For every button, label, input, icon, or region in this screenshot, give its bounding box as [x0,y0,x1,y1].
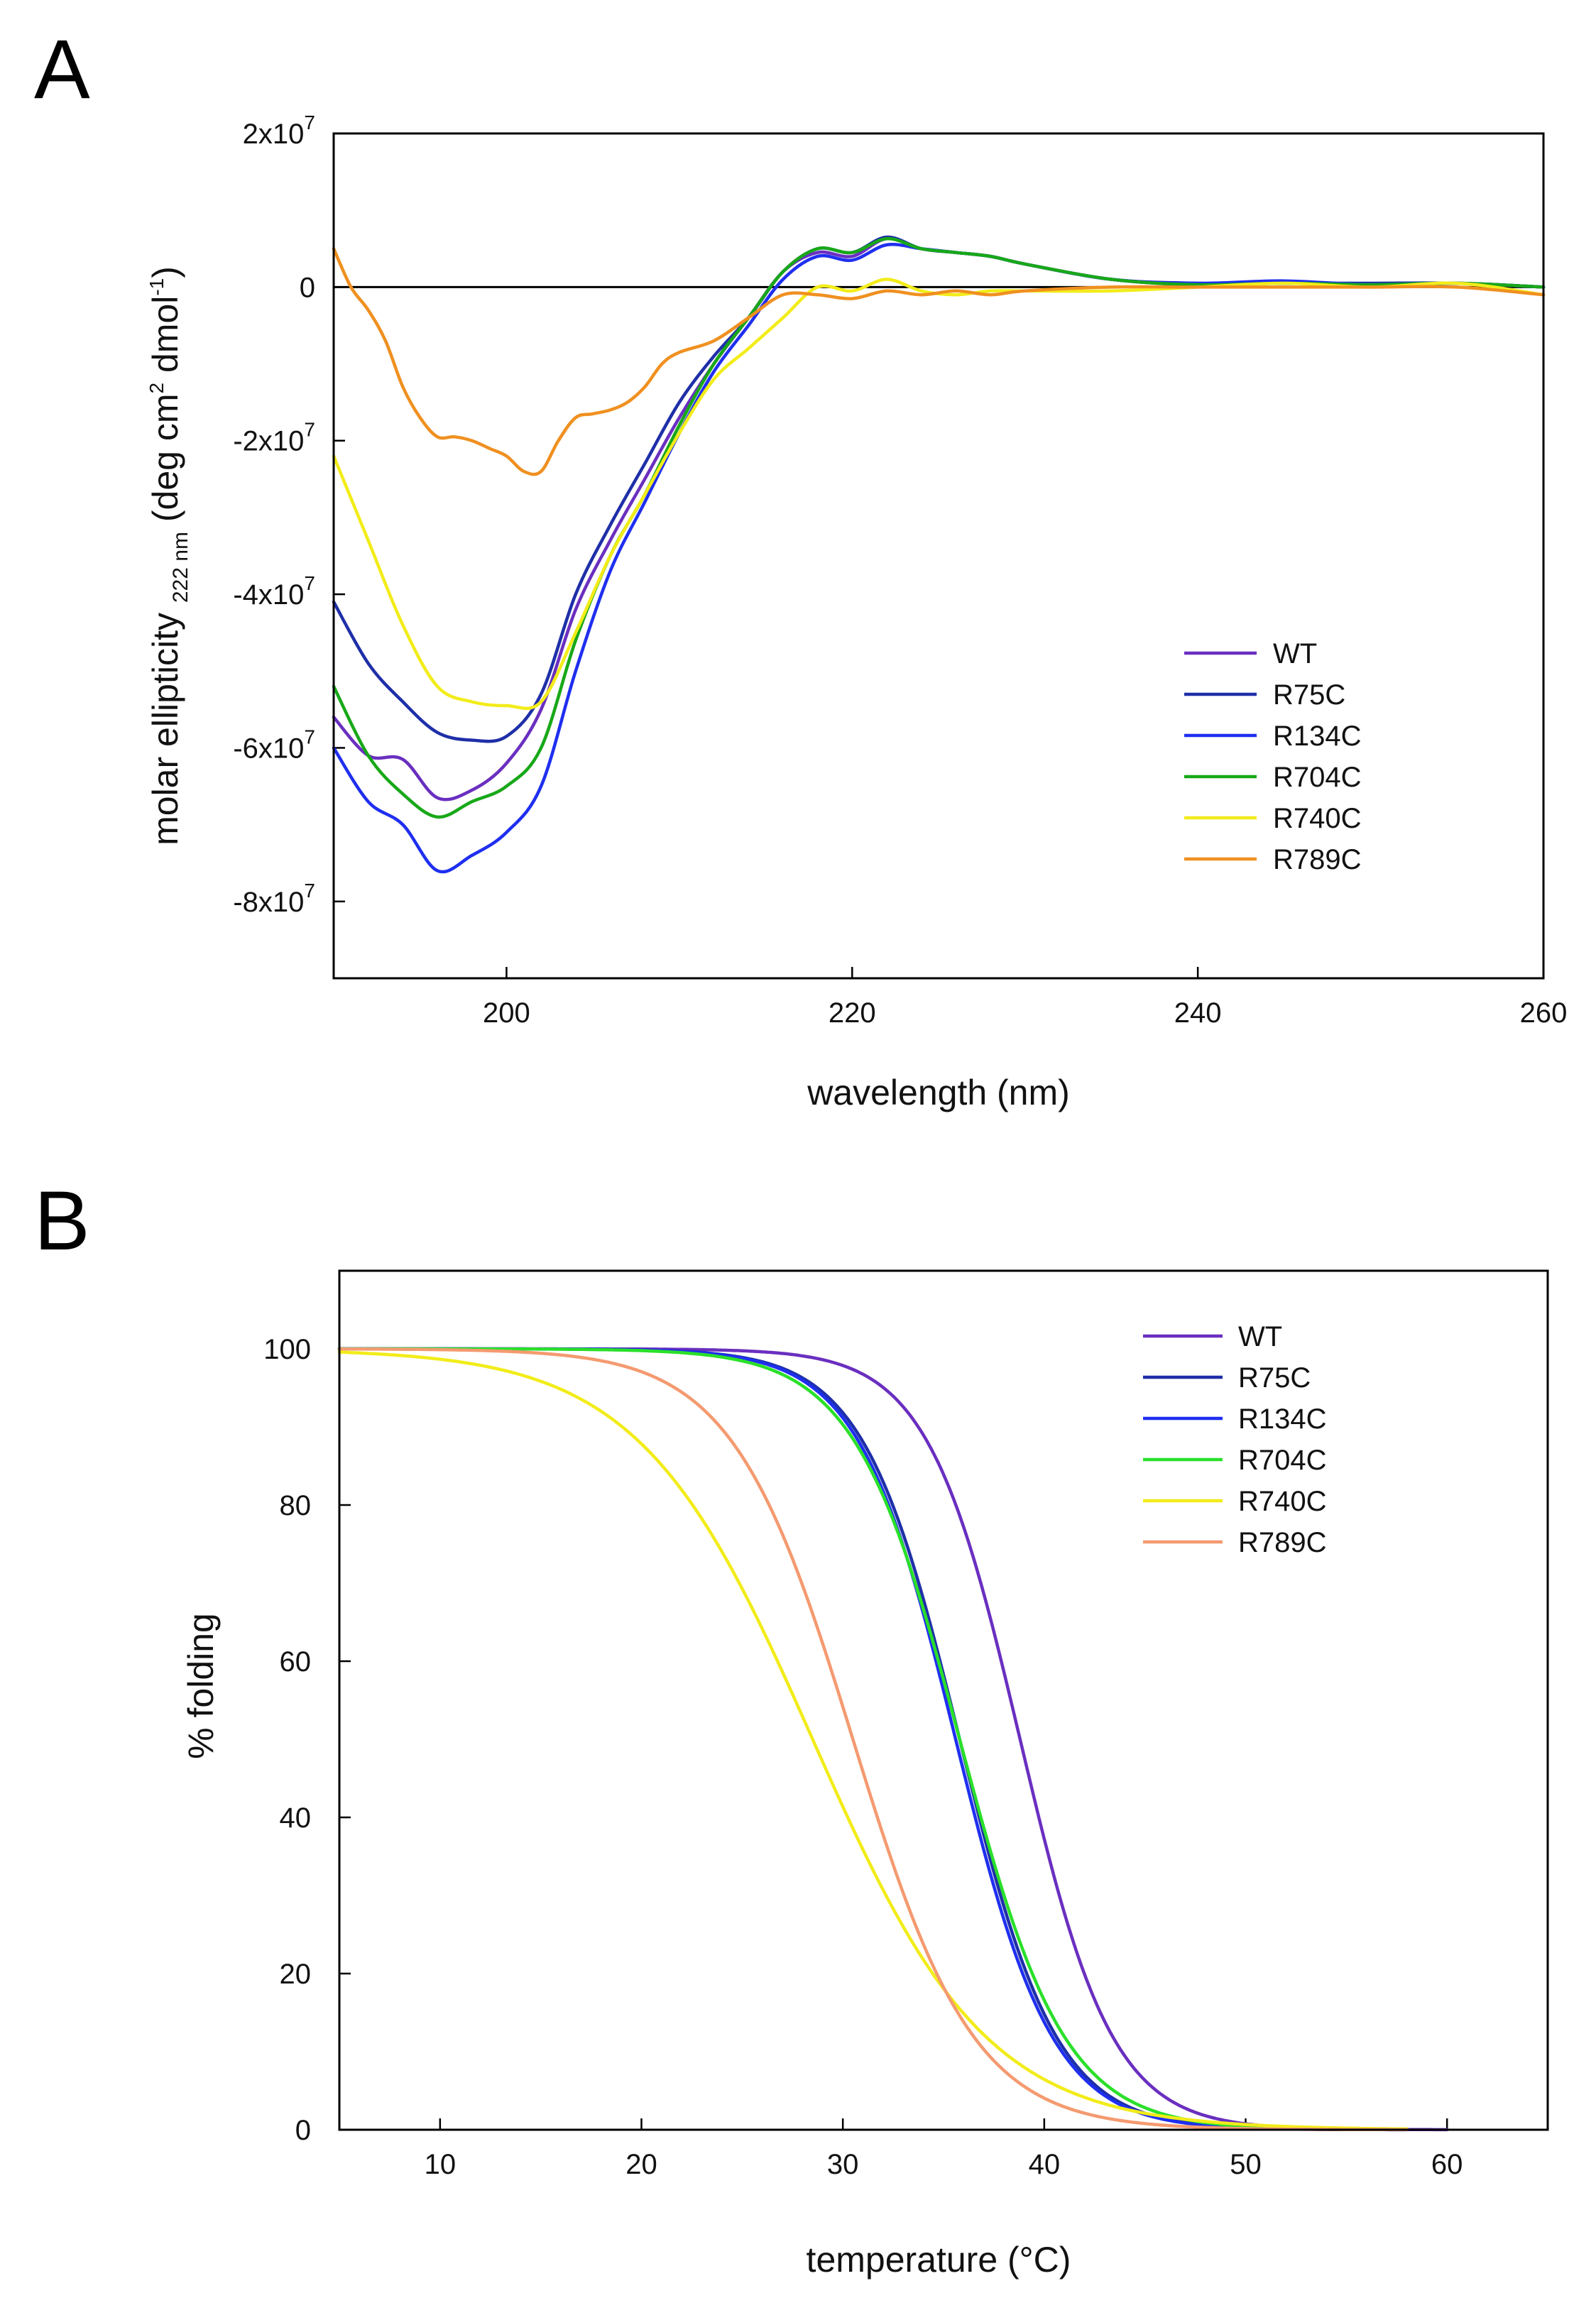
panel-b-legend-label-r704c: R704C [1238,1445,1327,1476]
panel-a-x-tick-label: 200 [483,997,530,1029]
panel-b-x-axis-title: temperature (°C) [807,2240,1071,2280]
panel-b-series [337,1347,1449,2132]
panel-b-series-r704c [337,1347,1409,2132]
panel-a-y-tick-label: -2x107 [233,419,315,457]
panel-a-y-tick-label: -6x107 [233,726,315,764]
panel-b-legend-label-r740c: R740C [1238,1486,1327,1517]
panel-b: B 10 20 30 40 50 60 0 20 40 60 80 100 % folding tem… [34,1174,1549,2280]
panel-a-letter: A [34,23,90,116]
panel-a-series-r134c [332,243,1546,874]
panel-a-y-tick-label: 0 [300,272,315,303]
panel-b-y-axis-title: % folding [181,1613,221,1759]
panel-a-x-tick-label: 220 [829,997,876,1029]
panel-b-x-tick-label: 10 [425,2149,457,2180]
panel-b-frame [338,1269,1549,2131]
panel-a-x-tick-label: 260 [1520,997,1568,1029]
panel-b-x-tick-label: 20 [625,2149,657,2180]
panel-a-y-axis-title: molar ellipticity 222 nm (deg cm2 dmol-1… [146,266,192,846]
panel-b-legend-label-r75c: R75C [1238,1362,1311,1394]
panel-b-x-tick-label: 60 [1431,2149,1463,2180]
panel-b-letter: B [34,1174,90,1268]
panel-b-y-tick-label: 60 [280,1646,312,1678]
panel-b-y-tick-label: 0 [295,2115,311,2146]
panel-a-x-axis-title: wavelength (nm) [807,1073,1070,1112]
panel-a-legend-label-r75c: R75C [1273,679,1345,711]
panel-a-legend: WT R75C R134C R704C R740C R789C [1184,638,1362,875]
panel-b-legend-label-wt: WT [1238,1321,1282,1352]
panel-a-frame [332,132,1545,980]
panel-a-y-tick-label: -8x107 [233,880,315,918]
panel-a: A 200 220 240 260 2x107 0 -2x107 -4x107 -6x107 -8… [34,23,1567,1112]
panel-b-x-tick-label: 50 [1230,2149,1262,2180]
panel-b-y-tick-label: 100 [263,1334,311,1365]
panel-a-series [332,235,1546,874]
panel-b-x-tick-label: 30 [827,2149,859,2180]
panel-a-y-tick-label: 2x107 [243,111,315,150]
panel-b-legend-label-r789c: R789C [1238,1527,1327,1558]
panel-a-plot-area [334,133,1543,978]
panel-a-legend-label-wt: WT [1273,638,1317,669]
panel-b-legend-label-r134c: R134C [1238,1404,1327,1435]
panel-a-x-tick-label: 240 [1174,997,1222,1029]
panel-b-legend: WT R75C R134C R704C R740C R789C [1143,1321,1327,1558]
panel-b-y-tick-label: 40 [280,1802,312,1834]
panel-a-legend-label-r134c: R134C [1273,721,1362,752]
panel-b-series-r740c [337,1350,1409,2131]
panel-b-y-tick-label: 80 [280,1490,312,1521]
panel-a-y-tick-label: -4x107 [233,572,315,611]
panel-a-legend-label-r740c: R740C [1273,803,1362,834]
panel-b-x-tick-label: 40 [1029,2149,1061,2180]
panel-a-legend-label-r704c: R704C [1273,762,1362,793]
panel-a-legend-label-r789c: R789C [1273,844,1362,875]
panel-a-ticks: 200 220 240 260 2x107 0 -2x107 -4x107 -6x107 -8x1… [233,111,1567,1029]
panel-b-plot-area [339,1271,1548,2130]
panel-b-y-tick-label: 20 [280,1959,312,1990]
panel-b-ticks: 10 20 30 40 50 60 0 20 40 60 80 100 [263,1334,1463,2180]
panel-a-series-r789c [332,247,1546,476]
panel-b-series-r789c [337,1347,1409,2132]
